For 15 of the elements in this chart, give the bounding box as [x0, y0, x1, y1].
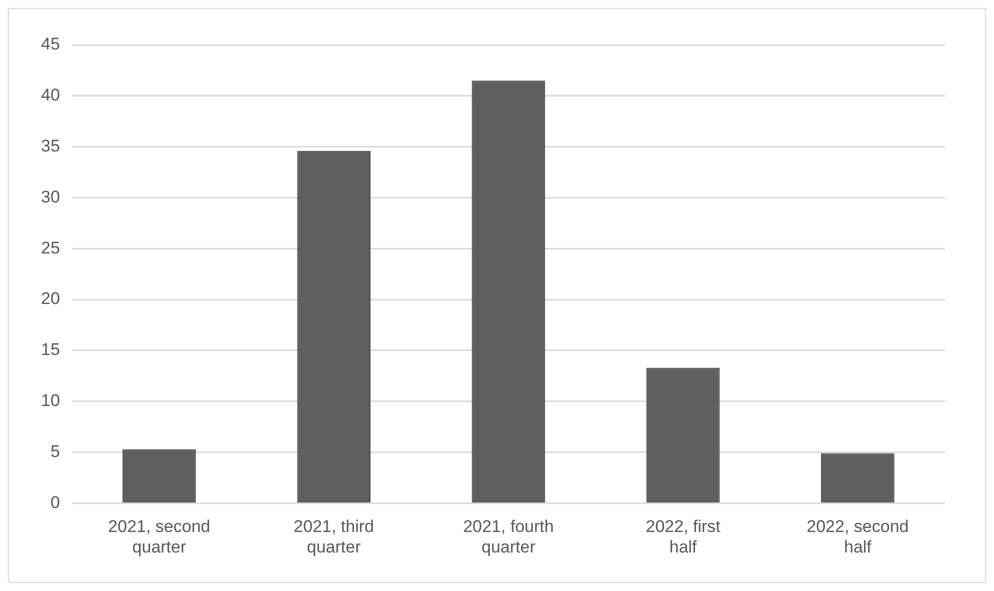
x-tick-label: 2021, third quarter	[294, 517, 374, 556]
y-tick-label: 45	[40, 34, 60, 54]
y-tick-label: 10	[40, 391, 60, 410]
y-tick-label: 5	[50, 442, 60, 461]
y-tick-label: 0	[50, 492, 60, 512]
y-tick-label: 15	[40, 340, 60, 360]
y-tick-label: 30	[40, 187, 60, 206]
y-tick-label: 25	[40, 238, 60, 258]
y-tick-label: 20	[40, 289, 60, 308]
x-tick-label: 2022, first half	[646, 517, 721, 556]
x-tick-label: 2021, fourth quarter	[463, 517, 554, 556]
y-tick-label: 40	[40, 86, 60, 105]
x-tick-label: 2021, second quarter	[108, 517, 210, 556]
x-tick-label: 2022, second half	[806, 517, 909, 556]
y-tick-label: 35	[40, 136, 60, 156]
